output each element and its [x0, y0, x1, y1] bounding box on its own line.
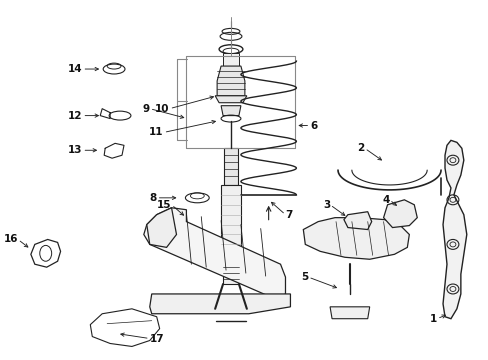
Text: 9: 9	[142, 104, 149, 114]
Polygon shape	[217, 66, 244, 96]
Polygon shape	[224, 148, 238, 185]
Polygon shape	[221, 106, 241, 116]
Polygon shape	[146, 208, 176, 247]
Text: 13: 13	[68, 145, 82, 155]
Polygon shape	[442, 140, 466, 319]
Text: 11: 11	[149, 127, 163, 138]
Polygon shape	[221, 185, 241, 254]
Polygon shape	[215, 96, 246, 103]
Text: 6: 6	[309, 121, 317, 131]
Text: 4: 4	[381, 195, 389, 205]
Text: 8: 8	[149, 193, 156, 203]
Text: 3: 3	[322, 200, 329, 210]
Text: 15: 15	[157, 200, 171, 210]
Text: 7: 7	[285, 210, 292, 220]
Text: 17: 17	[149, 333, 164, 343]
Polygon shape	[223, 261, 239, 284]
Polygon shape	[303, 218, 408, 259]
Text: 16: 16	[3, 234, 18, 244]
Text: 12: 12	[68, 111, 82, 121]
Polygon shape	[329, 307, 369, 319]
Polygon shape	[343, 212, 371, 230]
Text: 1: 1	[429, 314, 436, 324]
Polygon shape	[223, 53, 239, 66]
Polygon shape	[217, 254, 244, 261]
Text: 5: 5	[301, 272, 307, 282]
Polygon shape	[383, 200, 416, 228]
Text: 14: 14	[68, 64, 82, 74]
Polygon shape	[149, 294, 290, 314]
Polygon shape	[143, 208, 285, 299]
Text: 2: 2	[357, 143, 364, 153]
Text: 10: 10	[155, 104, 169, 114]
